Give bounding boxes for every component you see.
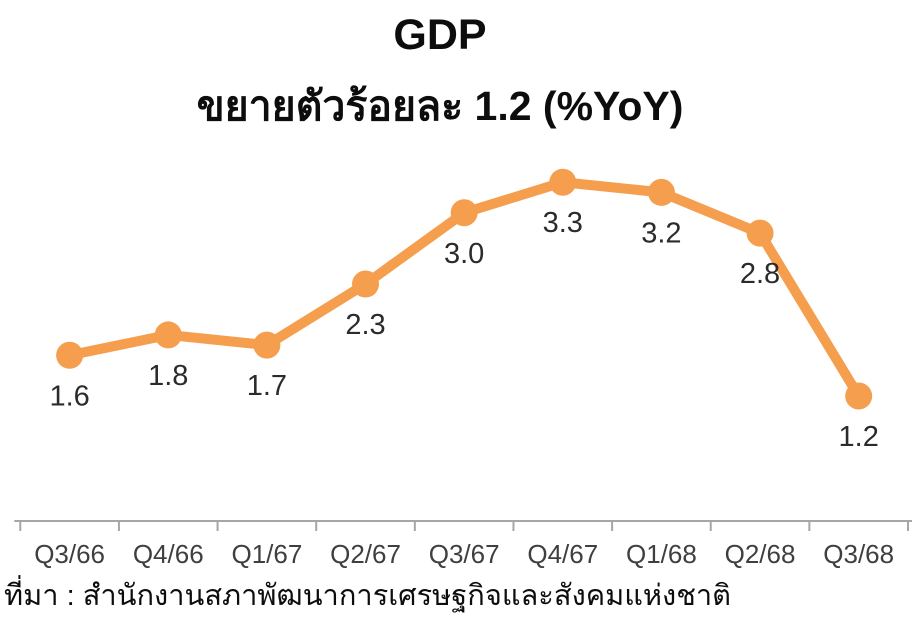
data-point [352, 270, 380, 298]
chart-header: GDP ขยายตัวร้อยละ 1.2 (%YoY) [0, 11, 880, 130]
x-axis-tick-label: Q1/68 [626, 539, 697, 569]
data-point-label: 2.8 [740, 258, 780, 290]
data-point [746, 219, 774, 247]
data-point-label: 3.0 [444, 238, 484, 270]
data-point-label: 1.7 [247, 370, 287, 402]
data-point [845, 382, 873, 410]
data-point [450, 199, 478, 227]
data-point [253, 331, 281, 359]
chart-title: GDP [393, 11, 487, 59]
chart-subtitle: ขยายตัวร้อยละ 1.2 (%YoY) [196, 83, 684, 130]
x-axis-tick-label: Q3/66 [34, 539, 105, 569]
data-point-label: 2.3 [345, 309, 385, 341]
x-axis-tick-label: Q1/67 [231, 539, 302, 569]
data-point-label: 1.6 [49, 380, 89, 412]
x-axis-tick-label: Q2/68 [725, 539, 796, 569]
data-point-label: 3.3 [543, 207, 583, 239]
x-axis-tick-label: Q4/67 [527, 539, 598, 569]
x-axis-tick-label: Q2/67 [330, 539, 401, 569]
data-point [549, 168, 577, 196]
source-note: ที่มา : สำนักงานสภาพัฒนาการเศรษฐกิจและสั… [4, 580, 732, 612]
data-point-label: 3.2 [641, 217, 681, 249]
data-point [154, 321, 182, 349]
x-axis-tick-label: Q4/66 [133, 539, 204, 569]
data-point-label: 1.8 [148, 360, 188, 392]
data-point [56, 341, 84, 369]
data-point-label: 1.2 [839, 421, 879, 453]
data-point [647, 178, 675, 206]
x-axis-tick-label: Q3/67 [429, 539, 500, 569]
x-axis-tick-label: Q3/68 [823, 539, 894, 569]
